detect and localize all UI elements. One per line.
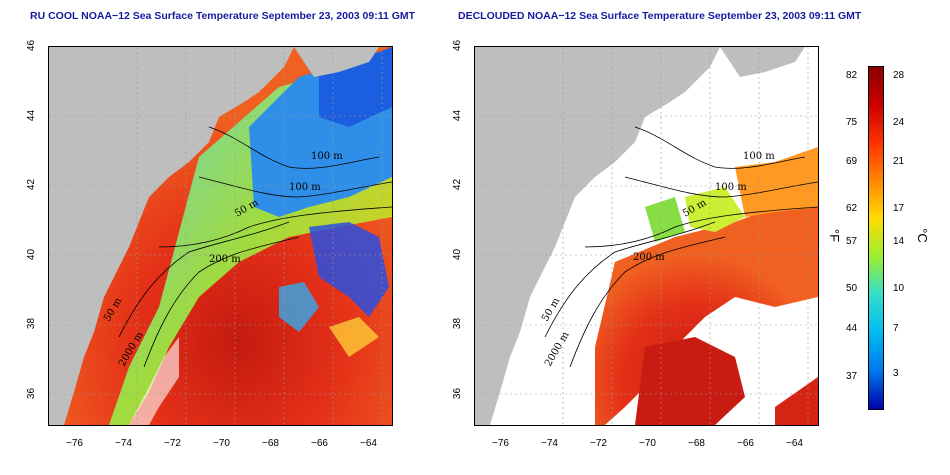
celsius-tick: 21 — [893, 156, 905, 167]
contour-label: 200 m — [209, 254, 241, 265]
celsius-tick: 28 — [893, 70, 905, 81]
fahrenheit-tick: 44 — [846, 323, 858, 334]
fahrenheit-tick: 37 — [846, 371, 858, 382]
right-panel-title: DECLOUDED NOAA−12 Sea Surface Temperatur… — [458, 10, 862, 22]
celsius-tick: 7 — [893, 323, 899, 334]
y-tick: 40 — [26, 248, 38, 261]
celsius-tick: 14 — [893, 236, 905, 247]
y-tick: 42 — [26, 178, 38, 191]
x-tick: −74 — [541, 438, 558, 449]
celsius-tick: 24 — [893, 117, 905, 128]
y-tick: 44 — [452, 109, 464, 122]
y-tick: 38 — [26, 317, 38, 330]
y-tick: 38 — [452, 317, 464, 330]
x-tick: −68 — [262, 438, 279, 449]
contour-label: 100 m — [715, 182, 747, 193]
y-tick: 40 — [452, 248, 464, 261]
contour-label: 100 m — [743, 151, 775, 162]
left-map: 100 m 100 m 50 m 200 m 50 m 2000 m — [48, 46, 393, 426]
y-tick: 46 — [26, 39, 38, 52]
x-tick: −76 — [492, 438, 509, 449]
x-tick: −72 — [590, 438, 607, 449]
x-tick: −66 — [737, 438, 754, 449]
celsius-unit: °C — [914, 228, 930, 243]
x-tick: −68 — [688, 438, 705, 449]
contour-label: 100 m — [289, 182, 321, 193]
x-tick: −76 — [66, 438, 83, 449]
x-tick: −66 — [311, 438, 328, 449]
x-tick: −64 — [786, 438, 803, 449]
fahrenheit-tick: 57 — [846, 236, 858, 247]
x-tick: −70 — [639, 438, 656, 449]
x-tick: −70 — [213, 438, 230, 449]
x-tick: −74 — [115, 438, 132, 449]
y-tick: 42 — [452, 178, 464, 191]
y-tick: 46 — [452, 39, 464, 52]
x-tick: −64 — [360, 438, 377, 449]
temperature-colorbar — [868, 66, 884, 410]
celsius-tick: 17 — [893, 203, 905, 214]
fahrenheit-tick: 82 — [846, 70, 858, 81]
celsius-tick: 3 — [893, 368, 899, 379]
x-tick: −72 — [164, 438, 181, 449]
y-tick: 44 — [26, 109, 38, 122]
fahrenheit-unit: °F — [827, 228, 843, 243]
fahrenheit-tick: 62 — [846, 203, 858, 214]
right-map-image: 100 m 100 m 50 m 200 m 50 m 2000 m — [475, 47, 818, 425]
contour-label: 200 m — [633, 252, 665, 263]
left-panel-title: RU COOL NOAA−12 Sea Surface Temperature … — [30, 10, 416, 22]
fahrenheit-tick: 69 — [846, 156, 858, 167]
fahrenheit-tick: 50 — [846, 283, 858, 294]
right-map: 100 m 100 m 50 m 200 m 50 m 2000 m — [474, 46, 819, 426]
y-tick: 36 — [452, 387, 464, 400]
fahrenheit-tick: 75 — [846, 117, 858, 128]
contour-label: 100 m — [311, 151, 343, 162]
celsius-tick: 10 — [893, 283, 905, 294]
y-tick: 36 — [26, 387, 38, 400]
left-map-image: 100 m 100 m 50 m 200 m 50 m 2000 m — [49, 47, 392, 425]
